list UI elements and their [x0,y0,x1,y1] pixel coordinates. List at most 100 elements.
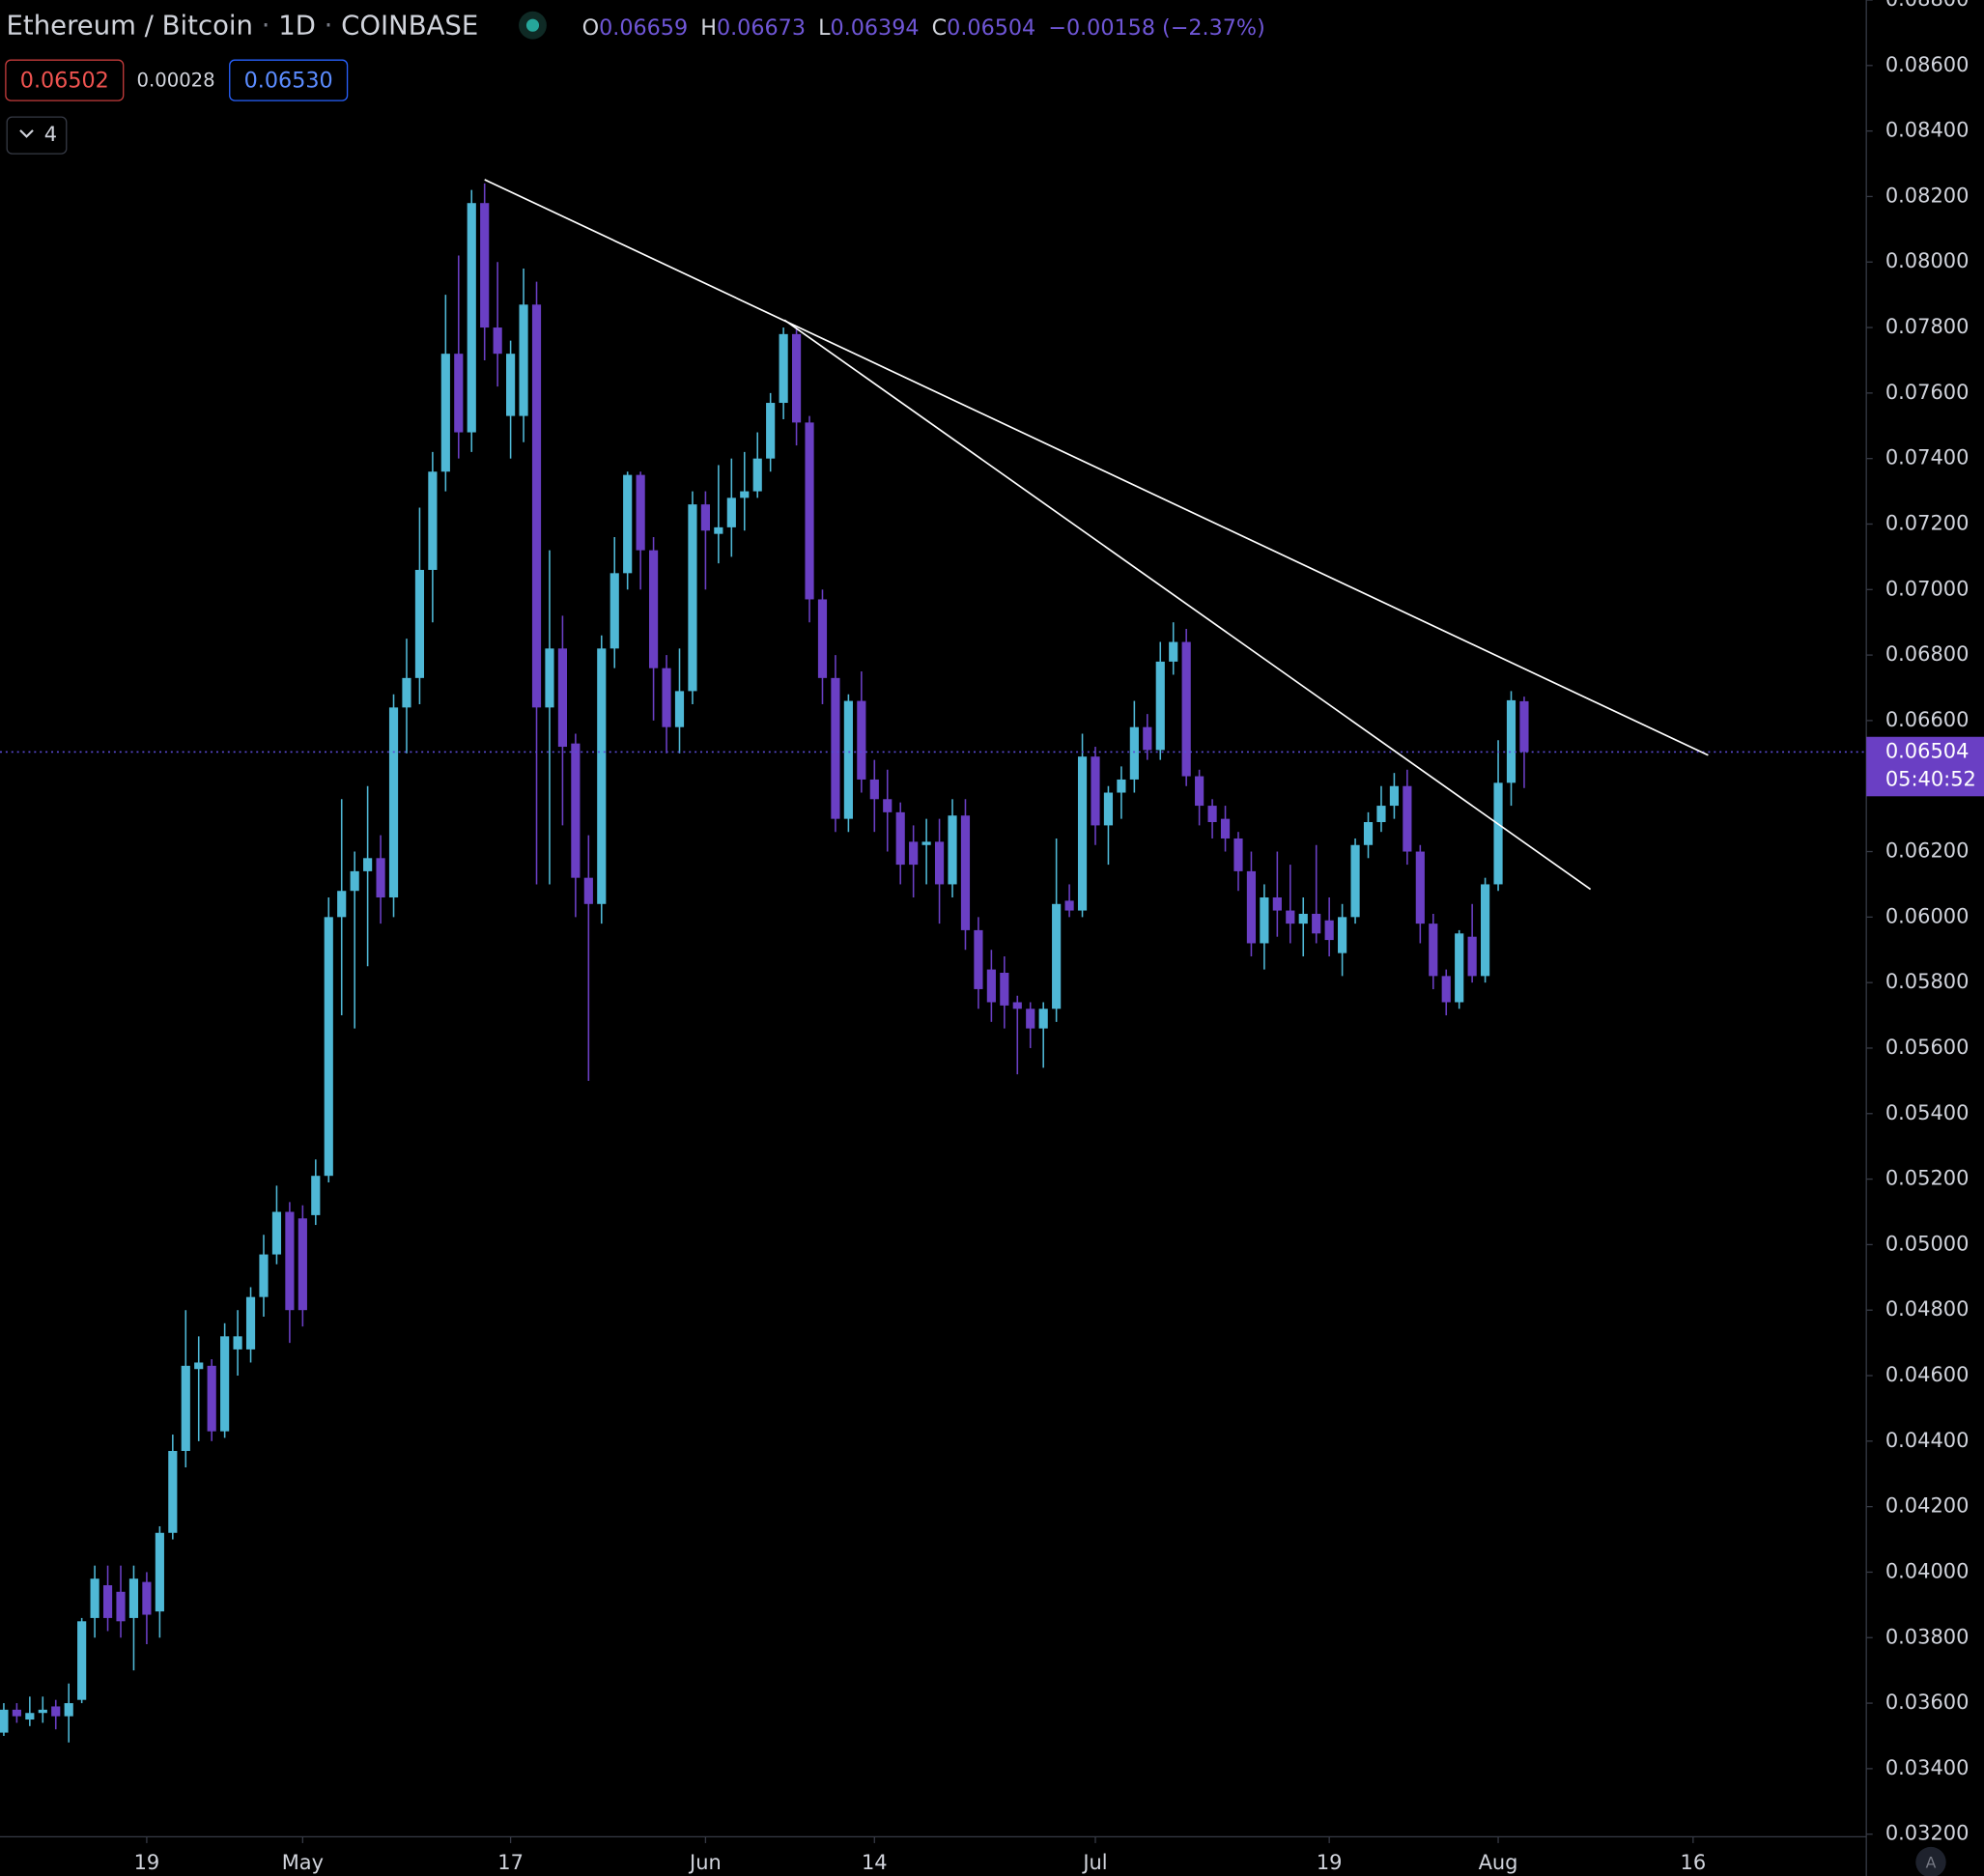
candle-body [948,815,957,885]
candle-body [12,1709,21,1717]
candle-body [1117,779,1126,793]
candle-body [414,569,425,678]
x-tick-label: Jun [688,1851,722,1874]
candle-body [1389,785,1400,807]
indicators-toggle[interactable] [6,116,68,155]
candle-body [1207,806,1217,823]
candle-body [128,1578,139,1618]
candle-body [609,573,619,649]
candle-body [376,858,385,898]
candle-body [740,491,750,498]
candle-body [181,1365,190,1452]
candle-body [1091,756,1100,826]
candle-body [895,811,905,866]
x-tick-label: 17 [497,1851,524,1874]
y-tick-label: 0.05400 [1885,1101,1970,1124]
candle-body [1376,806,1386,823]
candle-body [1312,913,1321,934]
x-tick-label: Jul [1081,1851,1107,1874]
y-tick-label: 0.04000 [1885,1559,1970,1582]
y-tick-label: 0.03400 [1885,1756,1970,1779]
o-label: O [582,14,600,40]
candle-body [25,1713,35,1720]
y-tick-label: 0.04600 [1885,1363,1970,1386]
candle-body [51,1706,61,1717]
candle-body [454,354,464,433]
candle-body [1220,818,1231,839]
candle-body [480,203,490,328]
candle-body [311,1176,321,1215]
ask: 0.06530 [244,68,333,93]
y-tick-label: 0.06200 [1885,839,1970,863]
candle-body [116,1591,126,1622]
candle-body [440,354,450,472]
candle-body [545,648,554,708]
c-value: 0.06504 [947,14,1035,40]
auto-scale-label: A [1926,1853,1937,1871]
sell-button[interactable] [5,59,125,101]
candle-body [90,1578,99,1618]
candle-body [506,354,516,416]
candle-body [688,504,697,692]
candle-body [350,870,359,892]
candle-body [662,668,671,727]
y-tick-label: 0.04200 [1885,1494,1970,1518]
candle-body [1155,661,1165,751]
axes: 0.03200 0.03400 0.03600 0.03800 0.04000 0.042… [134,0,1984,1874]
candle-body [974,929,983,989]
h-label: H [700,14,717,40]
candle-body [1415,851,1425,924]
countdown: 05:40:52 [1885,767,1976,790]
candle-body [467,203,476,433]
candle-body [1169,641,1178,662]
candle-body [1103,792,1114,826]
candle-body [623,474,633,574]
l-value: 0.06394 [831,14,920,40]
y-tick-label: 0.03200 [1885,1822,1970,1845]
candle-body [285,1211,295,1311]
candle-body [700,504,710,531]
y-tick-label: 0.07400 [1885,446,1970,469]
legend-title: Ethereum / Bitcoin · 1D · COINBASE [7,11,479,42]
candle-body [1272,897,1282,911]
trend-line [484,179,1709,756]
candle-body [428,471,438,570]
candle-body [245,1296,256,1350]
auto-scale-button[interactable] [1915,1846,1946,1876]
y-tick-label: 0.05200 [1885,1167,1970,1190]
candle-body [1195,776,1205,807]
candle-body [233,1336,242,1350]
candle-body [207,1365,216,1432]
buy-button[interactable] [229,59,349,101]
interval: 1D [278,11,316,42]
candle-body [77,1621,87,1700]
y-tick-label: 0.03600 [1885,1691,1970,1714]
candle-body [1038,1009,1048,1029]
candle-body [194,1362,204,1370]
candle-body [674,691,685,727]
candle-body [1143,726,1152,751]
l-label: L [818,14,831,40]
y-tick-label: 0.08000 [1885,249,1970,272]
candle-body [38,1709,47,1714]
candle-body [1467,936,1477,977]
symbol: Ethereum / Bitcoin [7,11,253,42]
candle-body [1000,972,1009,1006]
candle-body [1298,913,1308,924]
candle-body [583,877,593,904]
candle-body [1077,756,1088,911]
candle-body [168,1451,178,1533]
candle-body [934,841,945,885]
candle-body [571,743,581,878]
candle-body [1064,900,1074,911]
x-tick-label: May [282,1851,324,1874]
exchange: COINBASE [341,11,478,42]
candle-body [388,707,399,898]
candle-body [1286,910,1295,924]
indicator-count: 4 [44,123,57,146]
x-tick-label: 14 [862,1851,888,1874]
candle-body [921,841,931,845]
candle-body [1350,844,1360,918]
candle-body [909,841,919,866]
